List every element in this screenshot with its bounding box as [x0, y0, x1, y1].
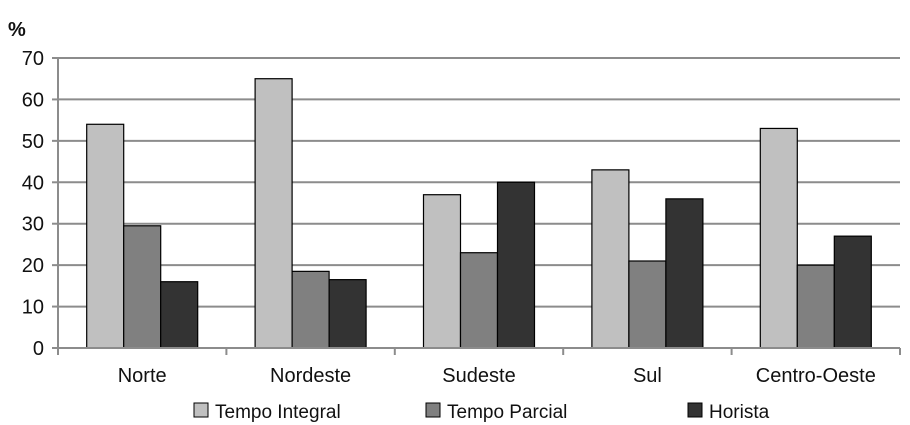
y-tick-label: 30 [22, 214, 44, 236]
legend-swatch [425, 402, 441, 418]
bar-horista-sul [665, 198, 704, 349]
bar-tempo-parcial-sudeste [459, 252, 499, 349]
x-axis-ticks: Norte Nordeste Sudeste Sul Centro-Oeste [57, 348, 901, 387]
x-tick-label: Nordeste [270, 365, 351, 387]
x-tick-label: Sul [633, 365, 662, 387]
bar-horista-nordeste [328, 279, 367, 349]
y-axis-ticks: 0 10 20 30 40 50 60 70 [22, 48, 58, 360]
bar-tempo-parcial-nordeste [291, 270, 330, 349]
bar-tempo-integral-sul [591, 169, 630, 349]
legend-label: Tempo Integral [215, 402, 341, 423]
y-tick-label: 70 [22, 48, 44, 70]
bars [86, 78, 872, 349]
bar-tempo-integral-nordeste [254, 78, 293, 349]
bar-horista-sudeste [496, 181, 536, 349]
bar-tempo-parcial-norte [123, 225, 162, 349]
gridlines [58, 57, 900, 308]
y-tick-label: 10 [22, 297, 44, 319]
legend-label: Tempo Parcial [447, 402, 567, 423]
bar-tempo-parcial-sul [628, 260, 667, 349]
y-tick-label: 60 [22, 89, 44, 111]
y-tick-label: 20 [22, 255, 44, 277]
x-tick-label: Centro-Oeste [756, 365, 876, 387]
x-tick-label: Sudeste [442, 365, 515, 387]
axes [57, 58, 900, 349]
bar-tempo-integral-norte [86, 123, 125, 349]
legend-swatch [193, 402, 209, 418]
y-axis-unit-label: % [8, 19, 26, 41]
legend-label: Horista [709, 402, 770, 423]
bar-horista-centro-oeste [833, 235, 872, 349]
bar-horista-norte [160, 281, 199, 349]
legend-swatch [687, 402, 703, 418]
y-tick-label: 40 [22, 172, 44, 194]
legend: Tempo Integral Tempo Parcial Horista [193, 402, 770, 423]
y-tick-label: 50 [22, 131, 44, 153]
bar-tempo-integral-sudeste [422, 194, 462, 349]
x-tick-label: Norte [118, 365, 167, 387]
y-tick-label: 0 [33, 338, 44, 360]
bar-tempo-parcial-centro-oeste [796, 264, 835, 349]
bar-tempo-integral-centro-oeste [759, 127, 798, 349]
